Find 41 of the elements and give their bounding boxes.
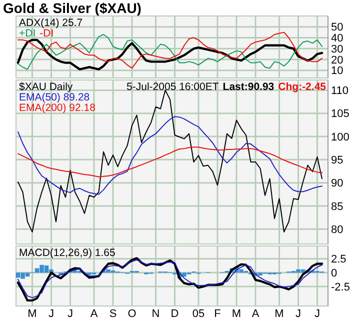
y-tick-label: -2.5	[331, 281, 350, 294]
y-tick-label: 110	[331, 85, 349, 98]
series-label: +DI	[19, 28, 36, 40]
text: EMA(50) 89.28	[19, 92, 90, 104]
y-tick-label: 90	[331, 178, 344, 190]
x-tick-label: O	[128, 308, 137, 320]
x-tick-label: S	[109, 308, 117, 320]
y-tick-label: 30	[331, 43, 344, 56]
annotation: Chg:-2.45	[278, 81, 326, 93]
y-tick-label: 100	[331, 131, 350, 144]
x-tick-label: M	[28, 308, 37, 320]
y-tick-label: 95	[331, 154, 344, 167]
x-tick-label: M	[274, 308, 284, 320]
y-tick-label: 50	[331, 22, 344, 34]
x-tick-label: D	[170, 308, 179, 320]
y-tick-label: 80	[331, 224, 344, 236]
y-tick-label: 0	[331, 268, 338, 280]
text: EMA(200) 92.18	[19, 102, 96, 114]
y-tick-label: 10	[331, 65, 344, 78]
x-tick-label: N	[152, 308, 160, 320]
x-tick-label: M	[232, 308, 242, 320]
y-tick-label: 85	[331, 200, 344, 213]
annotation: Last:90.93	[222, 81, 274, 93]
y-tick-label: 40	[331, 32, 344, 45]
x-tick-label: J	[314, 308, 320, 320]
text: $XAU Daily	[19, 81, 74, 93]
y-tick-label: 2.5	[331, 254, 346, 266]
x-tick-label: A	[252, 308, 260, 320]
series-label: -DI	[40, 28, 54, 40]
series-label: MACD(12,26,9) 1.65	[19, 247, 116, 259]
series-label: ADX(14) 25.7	[19, 17, 83, 29]
x-tick-label: 05	[192, 308, 205, 320]
annotation: 5-Jul-2005 16:00ET	[126, 81, 220, 93]
x-tick-label: J	[48, 308, 54, 320]
x-tick-label: J	[296, 308, 301, 320]
chart-title: Gold & Silver ($XAU)	[3, 0, 142, 16]
x-tick-label: F	[214, 308, 222, 320]
x-tick-label: A	[90, 308, 98, 320]
y-tick-label: 105	[331, 108, 350, 120]
x-tick-label: J	[68, 308, 73, 320]
y-tick-label: 20	[331, 54, 344, 66]
